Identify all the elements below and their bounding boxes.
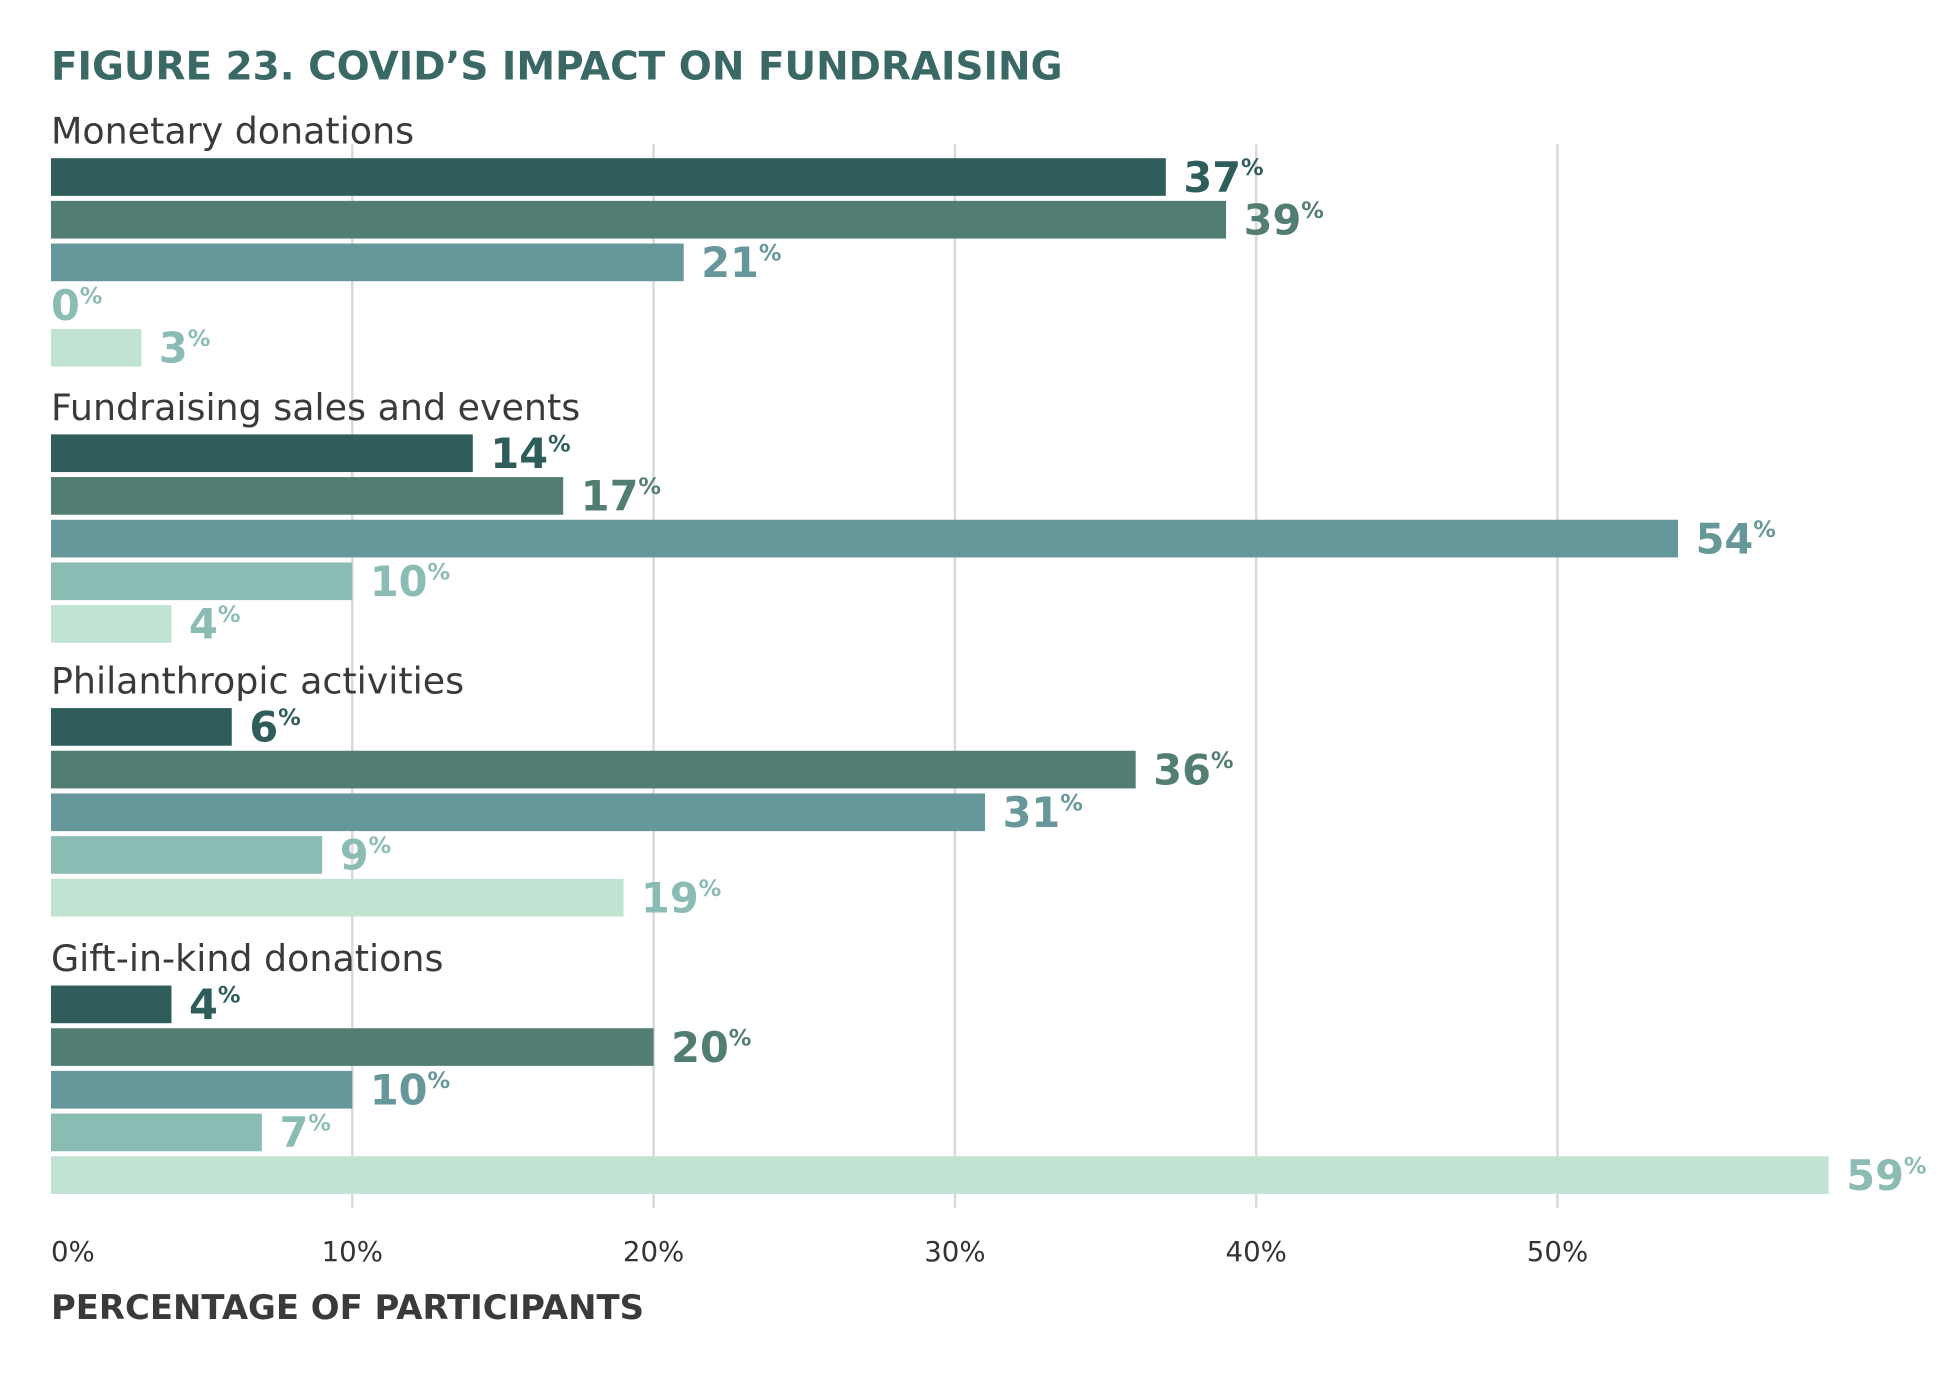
value-label: 17% (581, 473, 661, 521)
value-label: 4% (189, 981, 240, 1029)
x-tick-label: 0% (51, 1235, 95, 1268)
value-label: 19% (641, 874, 721, 922)
x-tick-label: 30% (924, 1235, 985, 1268)
bar (50, 605, 172, 643)
value-label: 6% (249, 704, 300, 752)
value-label: 21% (701, 239, 781, 287)
bar (50, 1028, 654, 1066)
value-label: 39% (1244, 196, 1324, 244)
value-label: 7% (279, 1109, 330, 1157)
bar (50, 519, 1679, 558)
x-tick-label: 50% (1527, 1235, 1588, 1268)
bar (50, 1113, 262, 1152)
bar (50, 243, 684, 282)
value-label: 14% (490, 430, 570, 478)
value-label: 10% (370, 1067, 450, 1115)
x-axis-title: PERCENTAGE OF PARTICIPANTS (51, 1288, 644, 1327)
value-label: 9% (340, 832, 391, 880)
bar (50, 878, 624, 917)
bar (50, 708, 232, 746)
value-label: 10% (370, 558, 450, 606)
x-tick-label: 10% (322, 1235, 383, 1268)
bar (50, 1070, 353, 1109)
bar (50, 1156, 1829, 1194)
value-label: 3% (159, 325, 210, 373)
value-label: 4% (189, 601, 240, 649)
chart-title: FIGURE 23. COVID’S IMPACT ON FUNDRAISING (51, 45, 1063, 90)
bar (50, 328, 142, 367)
bar (50, 793, 986, 832)
category-label: Gift-in-kind donations (51, 937, 444, 980)
value-label: 37% (1183, 154, 1263, 202)
x-tick-label: 20% (623, 1235, 684, 1268)
value-label: 36% (1153, 746, 1233, 794)
value-label: 20% (671, 1024, 751, 1072)
x-tick-label: 40% (1226, 1235, 1287, 1268)
category-label: Monetary donations (51, 110, 414, 153)
value-label: 59% (1846, 1152, 1926, 1200)
bar (50, 562, 353, 601)
bar (50, 836, 323, 874)
bar (50, 200, 1227, 239)
bar (50, 158, 1166, 196)
category-label: Fundraising sales and events (51, 386, 580, 429)
value-label: 0% (51, 282, 102, 330)
value-label: 31% (1003, 789, 1083, 837)
bar (50, 434, 473, 473)
bar (50, 477, 564, 515)
value-label: 54% (1696, 515, 1776, 563)
bar (50, 750, 1136, 789)
category-label: Philanthropic activities (51, 659, 464, 702)
bar (50, 985, 172, 1024)
